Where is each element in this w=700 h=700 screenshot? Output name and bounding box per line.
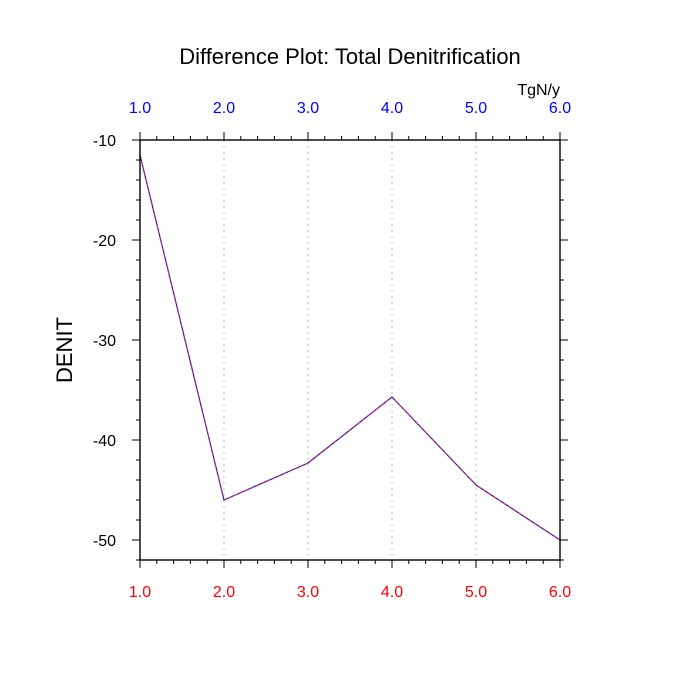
y-tick-label--40: -40 bbox=[93, 433, 116, 450]
y-tick-label--10: -10 bbox=[93, 133, 116, 150]
data-point-difference-2.0 bbox=[223, 499, 225, 501]
data-point-difference-5.0 bbox=[475, 484, 477, 486]
x-tick-label-top-2.0: 2.0 bbox=[213, 100, 235, 117]
x-tick-label-bottom-3.0: 3.0 bbox=[297, 584, 319, 601]
y-tick-label--20: -20 bbox=[93, 233, 116, 250]
x-tick-label-bottom-5.0: 5.0 bbox=[465, 584, 487, 601]
x-tick-label-bottom-1.0: 1.0 bbox=[129, 584, 151, 601]
data-point-difference-3.0 bbox=[307, 462, 309, 464]
y-tick-label--50: -50 bbox=[93, 533, 116, 550]
x-tick-label-bottom-6.0: 6.0 bbox=[549, 584, 571, 601]
x-tick-label-top-1.0: 1.0 bbox=[129, 100, 151, 117]
y-tick-label--30: -30 bbox=[93, 333, 116, 350]
x-tick-label-top-4.0: 4.0 bbox=[381, 100, 403, 117]
x-tick-label-bottom-2.0: 2.0 bbox=[213, 584, 235, 601]
chart-title: Difference Plot: Total Denitrification bbox=[179, 44, 521, 69]
x-tick-label-bottom-4.0: 4.0 bbox=[381, 584, 403, 601]
axis-ticks bbox=[132, 132, 568, 568]
plot-frame bbox=[139, 139, 561, 561]
data-point-difference-4.0 bbox=[391, 396, 393, 398]
series-layer bbox=[139, 154, 561, 541]
series-line-dash-difference bbox=[139, 154, 561, 541]
units-label: TgN/y bbox=[517, 82, 560, 99]
tick-labels: 1.0 1.0 2.0 2.0 3.0 3.0 4.0 4.0 5.0 5.0 6.0 6.0 -10 -… bbox=[93, 100, 571, 601]
x-tick-label-top-5.0: 5.0 bbox=[465, 100, 487, 117]
grid-lines bbox=[223, 140, 477, 560]
series-line-difference bbox=[139, 154, 561, 541]
x-tick-label-top-6.0: 6.0 bbox=[549, 100, 571, 117]
x-tick-label-top-3.0: 3.0 bbox=[297, 100, 319, 117]
y-axis-label: DENIT bbox=[52, 317, 77, 383]
